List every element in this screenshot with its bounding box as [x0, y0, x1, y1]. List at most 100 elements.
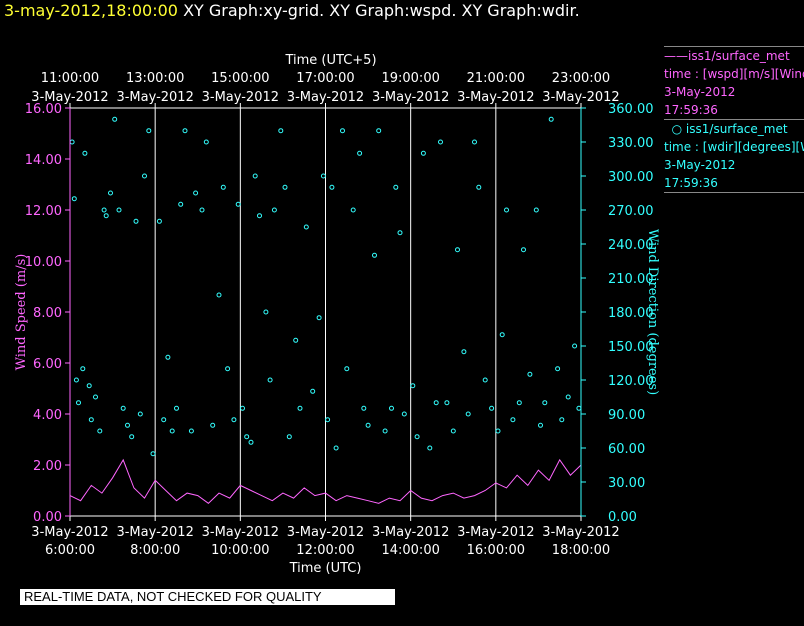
- wdir-point: [297, 405, 303, 411]
- grid-layer: [154, 108, 497, 516]
- wdir-point: [555, 366, 561, 372]
- y-left-tick-label: 10.00: [25, 255, 62, 270]
- wdir-point: [112, 116, 118, 122]
- wdir-point: [504, 207, 509, 213]
- y-right-tick-label: 120.00: [608, 374, 654, 389]
- legend-wdir-name-row: ○ iss1/surface_met: [664, 120, 804, 138]
- wdir-point: [150, 451, 156, 457]
- x-top-tick-time: 19:00:00: [381, 71, 439, 86]
- wdir-point: [71, 196, 77, 202]
- wdir-point: [142, 173, 147, 179]
- wdir-point: [69, 139, 75, 145]
- wdir-point: [427, 445, 433, 451]
- wdir-point: [199, 207, 205, 213]
- wdir-point: [88, 417, 94, 423]
- x-bottom-tick-time: 16:00:00: [467, 543, 525, 558]
- wdir-point: [137, 411, 143, 417]
- wdir-point: [559, 417, 565, 423]
- wdir-point: [444, 400, 450, 406]
- wdir-point: [576, 405, 582, 411]
- y-left-tick-label: 16.00: [25, 102, 62, 117]
- wdir-point: [414, 434, 420, 440]
- legend-wspd-time: 17:59:36: [664, 103, 718, 117]
- wdir-point: [101, 207, 107, 213]
- wdir-point: [244, 434, 250, 440]
- wdir-point: [461, 349, 467, 355]
- x-top-tick-date: 3-May-2012: [457, 90, 534, 105]
- wdir-point: [510, 417, 516, 423]
- wdir-point: [203, 139, 209, 145]
- wdir-point: [521, 247, 526, 253]
- wdir-point: [182, 128, 188, 134]
- wdir-point: [188, 428, 194, 434]
- quality-disclaimer: REAL-TIME DATA, NOT CHECKED FOR QUALITY: [20, 589, 395, 605]
- y-right-tick-label: 30.00: [608, 476, 645, 491]
- x-bottom-tick-time: 8:00:00: [130, 543, 180, 558]
- wdir-point: [472, 139, 477, 145]
- wdir-point: [410, 383, 416, 389]
- wdir-point: [495, 428, 501, 434]
- x-bottom-tick-date: 3-May-2012: [116, 525, 193, 540]
- axes-layer: 3-May-2012 6:00:00 3-May-2012 8:00:00 3-May-…: [14, 53, 660, 576]
- wdir-point: [129, 434, 135, 440]
- y-right-tick-label: 360.00: [608, 102, 654, 117]
- legend-wspd-date: 3-May-2012: [664, 85, 736, 99]
- y-right-tick-label: 300.00: [608, 170, 654, 185]
- legend-wspd[interactable]: ——iss1/surface_met time : [wspd][m/s][Wi…: [664, 46, 804, 119]
- wdir-point: [533, 207, 539, 213]
- x-top-tick-time: 17:00:00: [296, 71, 354, 86]
- y-right-axis-label: Wind Direction (degrees): [645, 229, 660, 395]
- x-top-tick-time: 23:00:00: [552, 71, 610, 86]
- wdir-point: [252, 173, 258, 179]
- y-right-tick-label: 90.00: [608, 408, 645, 423]
- wdir-point: [455, 247, 460, 253]
- wspd-line: [69, 458, 582, 504]
- y-right-tick-label: 330.00: [608, 136, 654, 151]
- wdir-point: [103, 213, 109, 219]
- wdir-point: [316, 315, 322, 321]
- wdir-point: [108, 190, 113, 196]
- legend-wdir-name: iss1/surface_met: [685, 122, 788, 136]
- wdir-point: [310, 388, 316, 394]
- x-top-tick-date: 3-May-2012: [31, 90, 108, 105]
- wdir-point: [476, 184, 482, 190]
- wdir-point: [340, 128, 345, 134]
- wdir-point: [286, 434, 292, 440]
- legend: ——iss1/surface_met time : [wspd][m/s][Wi…: [664, 46, 804, 193]
- legend-wdir-date: 3-May-2012: [664, 158, 736, 172]
- wdir-point: [397, 230, 403, 236]
- y-left-tick-label: 8.00: [33, 306, 62, 321]
- wdir-point: [156, 218, 162, 224]
- wdir-point: [248, 439, 254, 445]
- y-right-tick-label: 150.00: [608, 340, 654, 355]
- x-bottom-tick-time: 12:00:00: [296, 543, 354, 558]
- wdir-point: [499, 332, 505, 338]
- y-right-tick-label: 270.00: [608, 204, 654, 219]
- wdir-point: [433, 400, 439, 406]
- x-top-tick-time: 21:00:00: [467, 71, 525, 86]
- x-top-tick-date: 3-May-2012: [372, 90, 449, 105]
- wdir-point: [93, 394, 98, 400]
- wdir-point: [169, 428, 175, 434]
- x-bottom-axis-label: Time (UTC): [289, 561, 362, 576]
- wdir-point: [257, 213, 262, 219]
- wdir-point: [393, 184, 399, 190]
- x-bottom-tick-time: 6:00:00: [45, 543, 95, 558]
- wdir-point: [325, 417, 331, 423]
- x-bottom-tick-date: 3-May-2012: [287, 525, 364, 540]
- wdir-point: [235, 201, 241, 207]
- wdir-point: [193, 190, 199, 196]
- y-right-tick-label: 180.00: [608, 306, 654, 321]
- wdir-point: [382, 428, 388, 434]
- y-right-tick-label: 240.00: [608, 238, 654, 253]
- wdir-point: [146, 128, 152, 134]
- y-right-tick-label: 0.00: [608, 510, 637, 525]
- x-bottom-tick-date: 3-May-2012: [31, 525, 108, 540]
- wdir-point: [165, 354, 171, 360]
- legend-wspd-desc: time : [wspd][m/s][Wind: [664, 67, 804, 81]
- wdir-point: [161, 417, 167, 423]
- wdir-point: [133, 218, 139, 224]
- wdir-point: [86, 383, 92, 389]
- legend-wdir[interactable]: ○ iss1/surface_met time : [wdir][degrees…: [664, 119, 804, 193]
